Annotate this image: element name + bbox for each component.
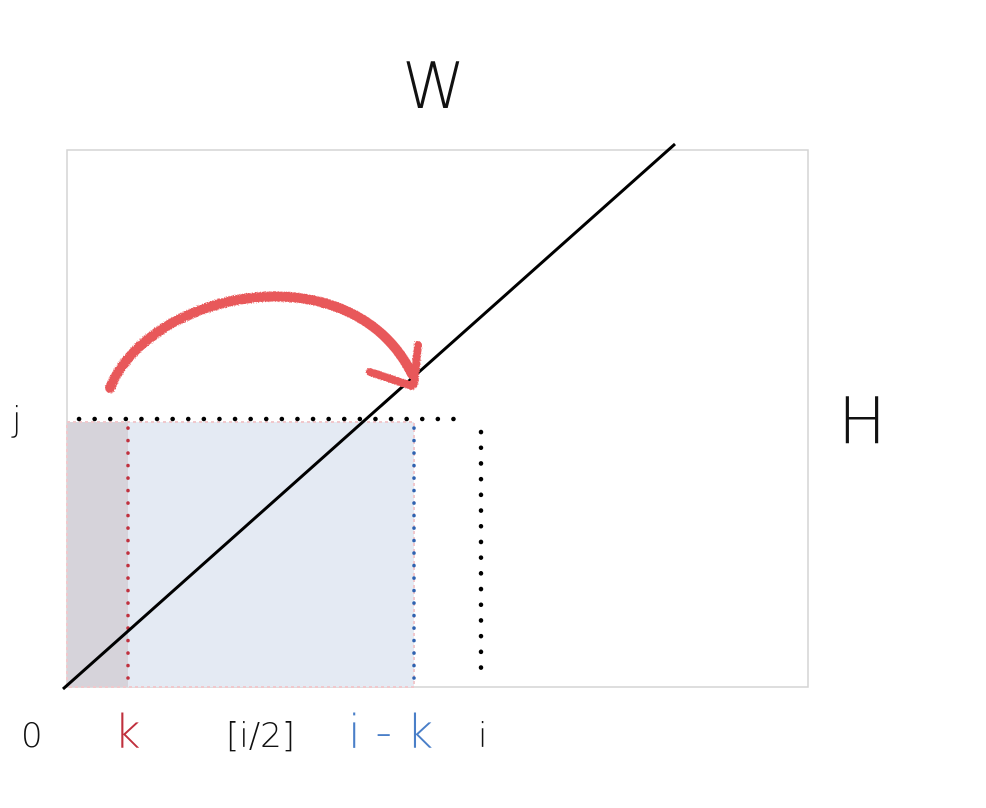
i-label: i bbox=[478, 716, 488, 756]
width-label: W bbox=[402, 50, 466, 124]
frame-rect bbox=[66, 149, 809, 688]
i-minus-k-label: i - k bbox=[348, 705, 434, 759]
origin-label: 0 bbox=[21, 716, 43, 756]
row-j-label: j bbox=[12, 400, 22, 440]
gray-region bbox=[67, 422, 128, 687]
height-label: H bbox=[838, 385, 887, 459]
k-label: k bbox=[114, 705, 141, 759]
arrow-arc bbox=[105, 291, 417, 393]
blue-region bbox=[128, 422, 414, 687]
arrow-head-upper bbox=[410, 341, 422, 388]
half-i-label: [i/2] bbox=[226, 716, 296, 756]
curved-arrow bbox=[105, 291, 422, 393]
diagonal-line bbox=[62, 142, 676, 691]
arrow-head-lower bbox=[366, 368, 416, 390]
